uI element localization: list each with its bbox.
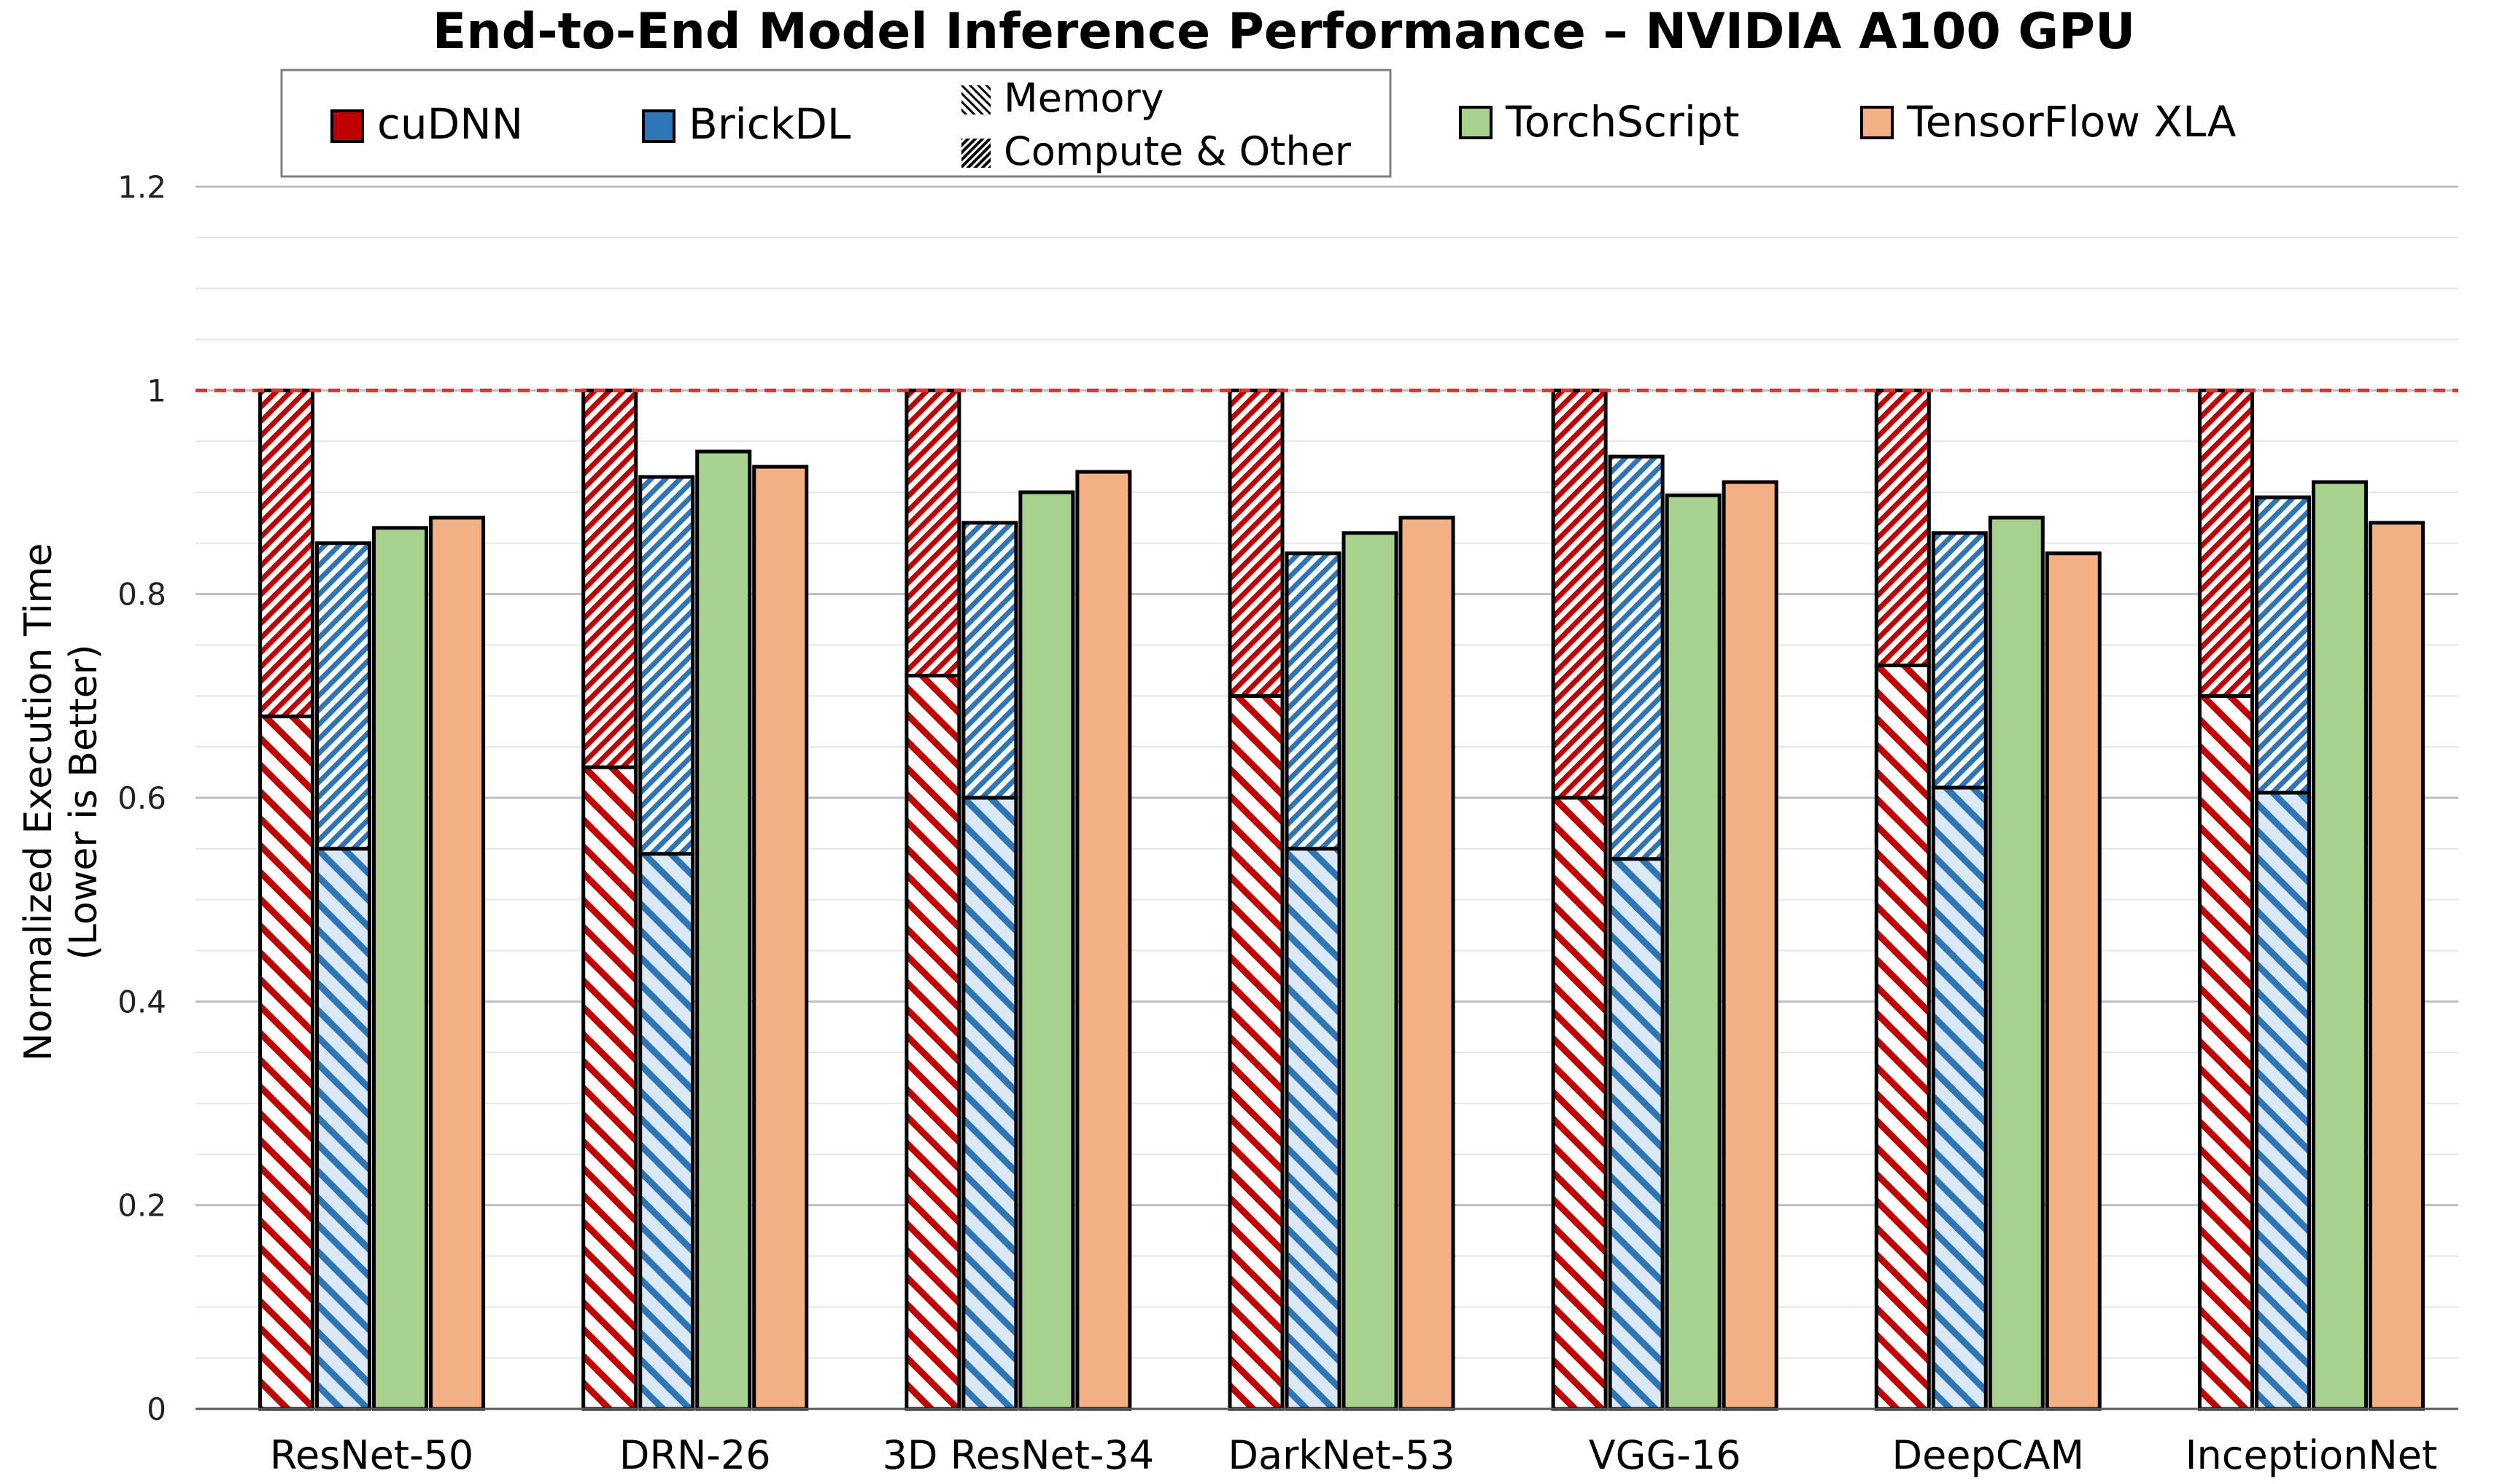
- bar-tensorflow-xla-inceptionnet: [2368, 521, 2425, 1411]
- bar-cudnn-compute-resnet-50: [258, 714, 315, 1411]
- x-category-label: InceptionNet: [2186, 1432, 2438, 1478]
- legend-swatch-cudnn: [330, 109, 364, 143]
- bar-cudnn-memory-inceptionnet: [2197, 388, 2254, 698]
- bar-torchscript-resnet-50: [372, 526, 429, 1411]
- bar-tensorflow-xla-3d-resnet-34: [1075, 470, 1132, 1411]
- x-category-label: DeepCAM: [1892, 1432, 2085, 1478]
- bar-cudnn-memory-3d-resnet-34: [905, 388, 961, 677]
- bar-brickdl-compute-inceptionnet: [2254, 790, 2311, 1411]
- legend-label-cudnn: cuDNN: [377, 99, 523, 149]
- y-axis-label: Normalized Execution Time: [17, 543, 61, 1061]
- y-axis-ticks: 0 0.2 0.4 0.6 0.8 1 1.2: [117, 169, 166, 1427]
- legend-label-torchscript: TorchScript: [1505, 97, 1740, 147]
- bar-cudnn-memory-drn-26: [581, 388, 638, 769]
- bar-cudnn-memory-vgg-16: [1551, 388, 1608, 800]
- bar-brickdl-compute-vgg-16: [1608, 857, 1665, 1411]
- y-tick-label: 1.2: [117, 169, 166, 205]
- bar-cudnn-memory-darknet-53: [1228, 388, 1285, 698]
- bar-tensorflow-xla-drn-26: [752, 465, 809, 1411]
- legend-swatch-torchscript: [1459, 106, 1493, 139]
- y-tick-label: 1: [147, 373, 166, 408]
- bars: [258, 388, 2425, 1411]
- y-tick-label: 0.8: [117, 577, 166, 613]
- bar-torchscript-inceptionnet: [2311, 480, 2368, 1411]
- x-category-label: ResNet-50: [270, 1432, 473, 1478]
- bar-brickdl-compute-darknet-53: [1285, 847, 1342, 1411]
- bar-brickdl-compute-resnet-50: [315, 847, 372, 1411]
- legend-swatch-compute-other: [961, 139, 991, 168]
- bar-brickdl-memory-darknet-53: [1285, 551, 1342, 851]
- legend-label-tensorflow-xla: TensorFlow XLA: [1906, 97, 2237, 147]
- bar-torchscript-drn-26: [695, 449, 752, 1411]
- bar-cudnn-compute-vgg-16: [1551, 796, 1608, 1411]
- bar-brickdl-memory-deepcam: [1931, 531, 1988, 790]
- bar-cudnn-compute-3d-resnet-34: [905, 673, 961, 1411]
- y-tick-label: 0.2: [117, 1188, 166, 1224]
- bar-brickdl-memory-drn-26: [638, 475, 695, 856]
- bar-cudnn-compute-drn-26: [581, 765, 638, 1411]
- bar-tensorflow-xla-vgg-16: [1722, 480, 1778, 1411]
- x-axis-categories: ResNet-50 DRN-26 3D ResNet-34 DarkNet-53 VGG…: [270, 1432, 2437, 1478]
- legend: cuDNN BrickDL Memory Compute & Other Tor…: [280, 69, 2237, 178]
- legend-swatch-memory: [961, 85, 991, 114]
- bar-cudnn-memory-deepcam: [1874, 388, 1931, 667]
- legend-box: [280, 69, 1392, 178]
- bar-cudnn-compute-deepcam: [1874, 663, 1931, 1411]
- bar-torchscript-3d-resnet-34: [1018, 490, 1075, 1411]
- bar-brickdl-compute-drn-26: [638, 852, 695, 1411]
- bar-brickdl-memory-resnet-50: [315, 541, 372, 851]
- legend-swatch-brickdl: [642, 109, 675, 143]
- bar-brickdl-memory-vgg-16: [1608, 454, 1665, 861]
- y-axis-label-group: Normalized Execution Time (Lower is Bett…: [17, 543, 106, 1061]
- bar-tensorflow-xla-resnet-50: [429, 516, 486, 1411]
- y-tick-label: 0.4: [117, 984, 166, 1019]
- y-tick-label: 0: [147, 1391, 166, 1427]
- legend-label-brickdl: BrickDL: [689, 99, 851, 149]
- bar-brickdl-compute-deepcam: [1931, 785, 1988, 1411]
- y-tick-label: 0.6: [117, 780, 166, 816]
- legend-swatch-tensorflow-xla: [1860, 106, 1894, 139]
- chart-title: End-to-End Model Inference Performance –…: [433, 3, 2135, 61]
- y-axis-label-subtitle: (Lower is Better): [62, 645, 106, 960]
- bar-torchscript-vgg-16: [1665, 493, 1722, 1411]
- bar-brickdl-memory-3d-resnet-34: [961, 521, 1018, 800]
- bar-torchscript-darknet-53: [1342, 531, 1398, 1411]
- x-category-label: 3D ResNet-34: [883, 1432, 1155, 1478]
- bar-tensorflow-xla-deepcam: [2045, 551, 2102, 1411]
- x-category-label: DarkNet-53: [1228, 1432, 1455, 1478]
- bar-brickdl-memory-inceptionnet: [2254, 495, 2311, 795]
- bar-torchscript-deepcam: [1988, 516, 2045, 1411]
- bar-cudnn-compute-inceptionnet: [2197, 694, 2254, 1411]
- bar-tensorflow-xla-darknet-53: [1398, 516, 1455, 1411]
- bar-brickdl-compute-3d-resnet-34: [961, 796, 1018, 1411]
- x-category-label: DRN-26: [619, 1432, 771, 1478]
- bar-cudnn-memory-resnet-50: [258, 388, 315, 718]
- x-category-label: VGG-16: [1589, 1432, 1741, 1478]
- legend-label-memory: Memory: [1004, 75, 1164, 121]
- legend-label-compute-other: Compute & Other: [1004, 128, 1352, 174]
- bar-cudnn-compute-darknet-53: [1228, 694, 1285, 1411]
